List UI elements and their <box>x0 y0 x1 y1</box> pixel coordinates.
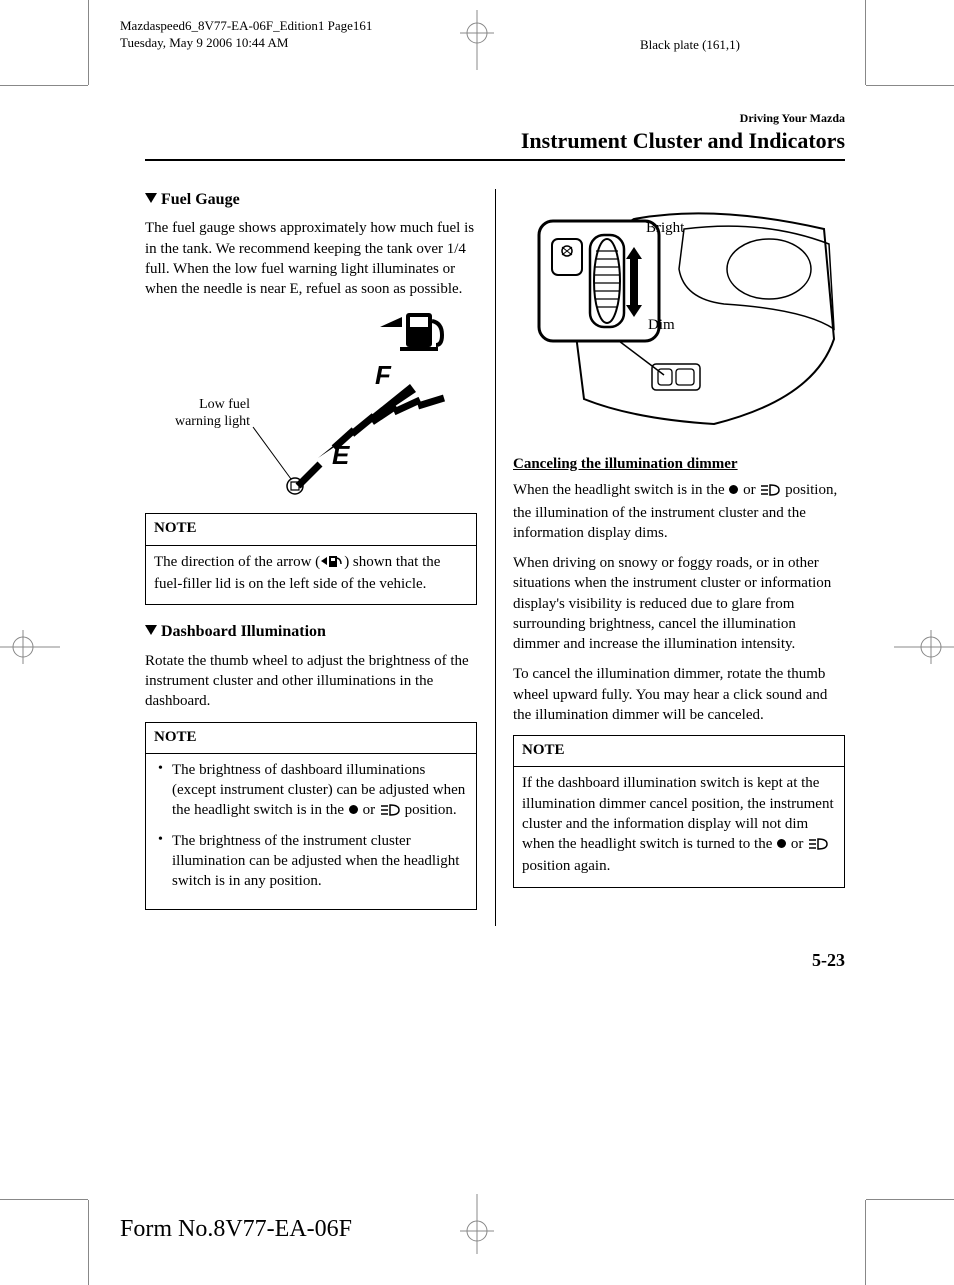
crop-mark <box>0 85 88 86</box>
cancel-p2: When driving on snowy or foggy roads, or… <box>513 553 845 654</box>
fuel-gauge-title: Fuel Gauge <box>161 191 240 208</box>
crop-mark <box>865 1200 866 1285</box>
head-rule <box>145 159 845 161</box>
black-plate-label: Black plate (161,1) <box>640 36 740 54</box>
bright-label: Bright <box>646 220 685 236</box>
fuel-gauge-figure: Low fuel warning light <box>145 309 477 499</box>
p1-a: When the headlight switch is in the <box>513 482 728 498</box>
note-bullet-2: The brightness of the instrument cluster… <box>154 831 468 892</box>
dashboard-illumination-paragraph: Rotate the thumb wheel to adjust the bri… <box>145 651 477 712</box>
running-head-sup: Driving Your Mazda <box>145 110 845 126</box>
note-text-a: The direction of the arrow ( <box>154 554 320 570</box>
parking-light-icon <box>777 839 786 848</box>
cancel-dimmer-heading: Canceling the illumination dimmer <box>513 454 845 474</box>
dashboard-illumination-title: Dashboard Illumination <box>161 623 326 640</box>
cancel-p1: When the headlight switch is in the or p… <box>513 480 845 543</box>
fuel-gauge-heading: Fuel Gauge <box>145 189 477 211</box>
note-title: NOTE <box>514 736 844 767</box>
headlamp-icon <box>760 482 780 502</box>
running-head: Driving Your Mazda Instrument Cluster an… <box>145 110 845 156</box>
print-header: Mazdaspeed6_8V77-EA-06F_Edition1 Page161… <box>120 18 372 52</box>
headlamp-icon <box>808 836 828 856</box>
gauge-e-label: E <box>332 440 350 470</box>
fuel-arrow-icon <box>321 554 343 574</box>
dashboard-illumination-heading: Dashboard Illumination <box>145 621 477 643</box>
bullet1-c: position. <box>401 802 457 818</box>
page-content: Driving Your Mazda Instrument Cluster an… <box>145 110 845 973</box>
registration-mark-icon <box>460 1194 494 1260</box>
gauge-f-label: F <box>375 360 392 390</box>
note-b: or <box>787 836 807 852</box>
column-divider <box>495 189 496 926</box>
crop-mark <box>865 0 866 85</box>
registration-mark-icon <box>894 630 954 670</box>
fuel-gauge-icon: F E <box>145 309 475 499</box>
crop-mark <box>88 1200 89 1285</box>
columns: Fuel Gauge The fuel gauge shows approxim… <box>145 189 845 926</box>
print-header-line1: Mazdaspeed6_8V77-EA-06F_Edition1 Page161 <box>120 18 372 35</box>
dimmer-figure: Bright Dim <box>513 199 845 440</box>
fuel-gauge-paragraph: The fuel gauge shows approximately how m… <box>145 218 477 299</box>
p1-b: or <box>739 482 759 498</box>
form-number: Form No.8V77-EA-06F <box>120 1213 352 1245</box>
dashboard-dimmer-illustration-icon: Bright Dim <box>514 199 844 434</box>
note-c: position again. <box>522 858 610 874</box>
print-header-line2: Tuesday, May 9 2006 10:44 AM <box>120 35 372 52</box>
cancel-note-box: NOTE If the dashboard illumination switc… <box>513 735 845 888</box>
cancel-p3: To cancel the illumination dimmer, rotat… <box>513 664 845 725</box>
triangle-down-icon <box>145 625 157 635</box>
note-body: The direction of the arrow () shown that… <box>146 546 476 605</box>
crop-mark <box>866 85 954 86</box>
crop-mark <box>0 1199 88 1200</box>
registration-mark-icon <box>0 630 60 670</box>
bullet1-b: or <box>359 802 379 818</box>
dim-label: Dim <box>648 317 675 333</box>
left-column: Fuel Gauge The fuel gauge shows approxim… <box>145 189 495 926</box>
registration-mark-icon <box>460 10 494 76</box>
note-title: NOTE <box>146 514 476 545</box>
fuel-note-box: NOTE The direction of the arrow () shown… <box>145 513 477 605</box>
parking-light-icon <box>349 805 358 814</box>
dashboard-note-box: NOTE The brightness of dashboard illumin… <box>145 722 477 911</box>
note-body: If the dashboard illumination switch is … <box>514 767 844 886</box>
note-bullet-1: The brightness of dashboard illumination… <box>154 760 468 823</box>
right-column: Bright Dim Canceling the illumination di… <box>495 189 845 926</box>
parking-light-icon <box>729 485 738 494</box>
running-head-main: Instrument Cluster and Indicators <box>145 126 845 156</box>
page-number: 5-23 <box>145 948 845 972</box>
crop-mark <box>866 1199 954 1200</box>
crop-mark <box>88 0 89 85</box>
note-body: The brightness of dashboard illumination… <box>146 754 476 910</box>
triangle-down-icon <box>145 193 157 203</box>
headlamp-icon <box>380 802 400 822</box>
note-title: NOTE <box>146 723 476 754</box>
